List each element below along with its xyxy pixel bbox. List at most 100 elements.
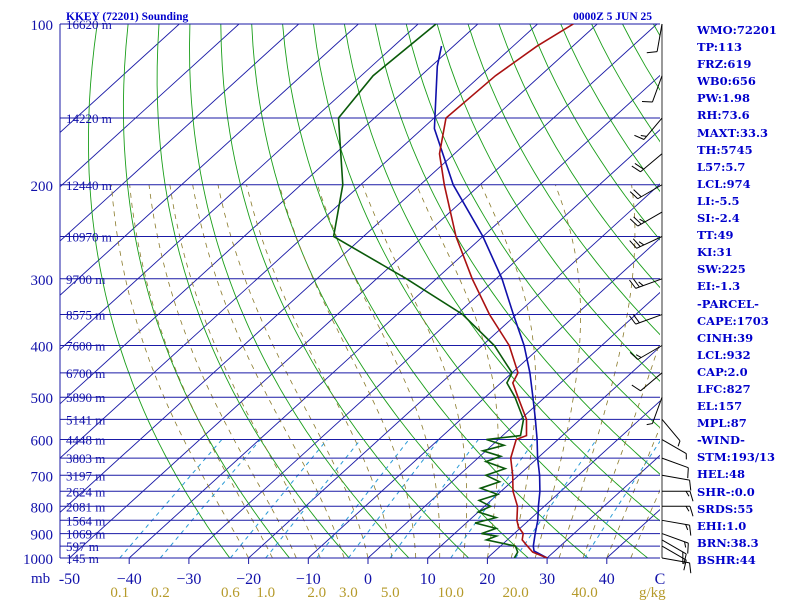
index-item: BRN:38.3 xyxy=(697,535,759,550)
index-item: MPL:87 xyxy=(697,416,747,431)
mixing-ratio-tick-label: 3.0 xyxy=(339,585,358,600)
valid-time: 0000Z 5 JUN 25 xyxy=(573,11,652,23)
moist-adiabat-line xyxy=(362,184,468,558)
moist-adiabat-line xyxy=(217,184,369,558)
wind-barb xyxy=(661,457,689,479)
mixing-ratio-tick-label: 0.6 xyxy=(221,585,240,600)
sounding-profiles xyxy=(332,24,574,558)
wind-barb xyxy=(661,474,692,491)
wind-barb xyxy=(661,419,681,447)
index-item: KI:31 xyxy=(697,245,733,260)
wind-barb xyxy=(661,439,687,460)
mixing-ratio-tick-label: 0.1 xyxy=(110,585,129,600)
temperature-unit-label: C xyxy=(655,571,666,588)
sounding-indices-panel: WMO:72201 TP:113 FRZ:619 WB0:656 PW:1.98 RH:7… xyxy=(697,22,797,569)
barb-staff xyxy=(637,184,663,200)
index-item: EHI:1.0 xyxy=(697,518,747,533)
wind-barb xyxy=(634,117,663,140)
barb-feather xyxy=(638,281,644,287)
barb-feather xyxy=(646,423,653,426)
temperature-tick-label: 0 xyxy=(364,571,372,588)
isotherm-line xyxy=(60,24,180,134)
height-label: 4448 m xyxy=(66,433,105,448)
moist-adiabat-line xyxy=(111,184,249,558)
index-item: SI:-2.4 xyxy=(697,211,740,226)
barb-staff xyxy=(635,278,663,289)
mixing-ratio-tick-label: 0.2 xyxy=(151,585,170,600)
index-item: TT:49 xyxy=(697,228,734,243)
barb-staff xyxy=(661,539,687,555)
isotherm-line xyxy=(307,237,660,558)
barb-feather xyxy=(634,163,644,170)
height-label: 2624 m xyxy=(66,484,105,499)
barb-feather xyxy=(629,218,639,227)
barb-feather xyxy=(635,354,642,358)
index-item: WMO:72201 xyxy=(697,23,777,37)
barb-feather xyxy=(685,505,690,512)
barb-staff xyxy=(661,457,689,469)
barb-feather xyxy=(632,278,640,288)
barb-feather xyxy=(629,351,639,360)
isotherm-line xyxy=(60,24,240,188)
barb-staff xyxy=(661,519,690,526)
index-item: L57:5.7 xyxy=(697,159,746,174)
barb-feather xyxy=(633,189,642,198)
barb-feather xyxy=(689,491,694,502)
moist-adiabat-line xyxy=(416,184,499,558)
barb-feather xyxy=(687,543,689,554)
barb-feather xyxy=(685,524,689,531)
barb-feather xyxy=(633,216,642,225)
wind-barbs xyxy=(629,23,694,574)
mixing-ratio-tick-label: 2.0 xyxy=(307,585,326,600)
height-label: 597 m xyxy=(66,539,99,554)
barb-feather xyxy=(638,241,645,246)
barb-staff xyxy=(643,117,663,140)
barb-feather xyxy=(683,553,687,565)
height-label: 5141 m xyxy=(66,412,105,427)
barb-feather xyxy=(629,191,639,200)
isotherm-line xyxy=(367,291,660,558)
dewpoint-trace xyxy=(332,24,525,558)
barb-staff xyxy=(637,345,663,360)
mixing-ratio-line xyxy=(450,439,536,558)
barb-feather xyxy=(687,467,689,479)
isotherm-line xyxy=(427,346,660,558)
isotherm-line xyxy=(60,24,359,296)
height-label: 2081 m xyxy=(66,499,105,514)
barb-feather xyxy=(629,315,637,325)
isobar-lines xyxy=(60,23,660,559)
wind-barb xyxy=(629,314,663,325)
parcel-trace xyxy=(433,45,548,558)
index-item: LCL:974 xyxy=(697,176,751,191)
wind-barb xyxy=(629,278,663,289)
wind-barb xyxy=(661,539,687,565)
index-item: LCL:932 xyxy=(697,347,751,362)
wind-barb xyxy=(629,236,663,249)
wind-barb xyxy=(661,519,692,536)
height-label: 6700 m xyxy=(66,366,105,381)
index-item: LFC:827 xyxy=(697,381,751,396)
index-item: PW:1.98 xyxy=(697,91,751,106)
wind-barb xyxy=(631,153,663,173)
isotherm-line xyxy=(60,24,598,513)
index-item: FRZ:619 xyxy=(697,57,752,72)
index-item: EI:-1.3 xyxy=(697,279,741,294)
barb-staff xyxy=(640,372,663,392)
height-label: 12440 m xyxy=(66,178,112,193)
mixing-ratio-line xyxy=(584,440,660,558)
index-item: CAP:2.0 xyxy=(697,364,748,379)
barb-feather xyxy=(684,541,687,548)
index-item: CAPE:1703 xyxy=(697,313,769,328)
barb-staff xyxy=(636,236,663,249)
isotherm-line xyxy=(188,129,660,558)
barb-staff xyxy=(651,75,663,103)
temperature-tick-label: −10 xyxy=(296,571,321,588)
isotherm-line xyxy=(69,24,658,558)
index-item: STM:193/13 xyxy=(697,450,776,465)
isotherm-line xyxy=(60,24,479,405)
mixing-ratio-tick-label: 10.0 xyxy=(438,585,464,600)
isotherm-line xyxy=(60,24,419,351)
barb-feather xyxy=(689,525,692,536)
barb-staff xyxy=(661,545,687,561)
